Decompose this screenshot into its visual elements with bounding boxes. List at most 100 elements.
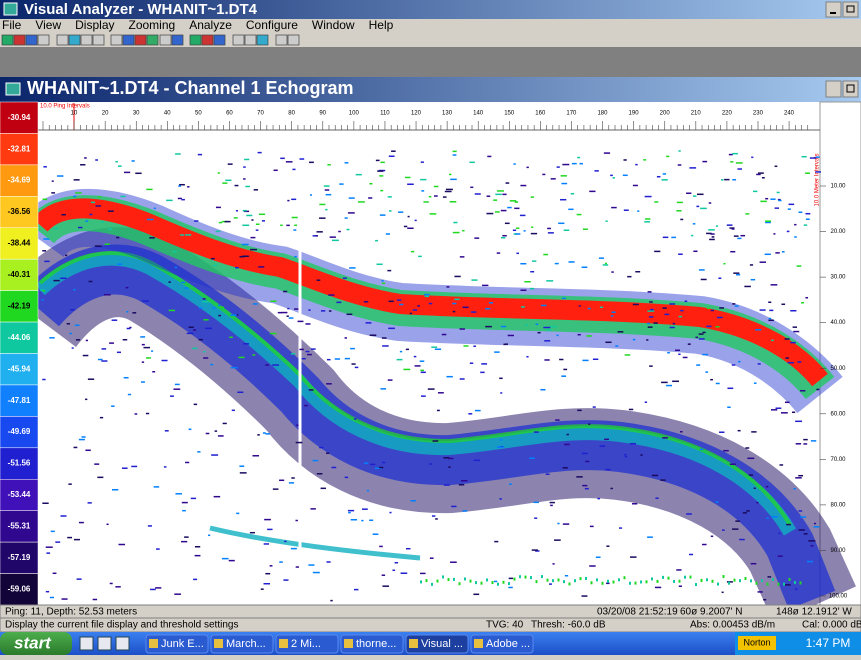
echo-speck — [129, 327, 131, 329]
echo-speck — [593, 359, 598, 361]
toolbar-button[interactable] — [276, 35, 287, 45]
echo-speck — [397, 299, 402, 301]
toolbar-button[interactable] — [147, 35, 158, 45]
echo-speck — [235, 267, 239, 269]
echo-speck — [615, 345, 618, 347]
echo-speck — [719, 307, 724, 309]
echo-speck — [132, 312, 136, 314]
echo-speck — [678, 150, 680, 152]
menu-item[interactable]: File — [2, 18, 22, 32]
toolbar-button[interactable] — [160, 35, 171, 45]
toolbar-button[interactable] — [2, 35, 13, 45]
toolbar-button[interactable] — [14, 35, 25, 45]
ping-tick-label: 100 — [349, 111, 360, 117]
child-maximize[interactable] — [843, 81, 858, 97]
echo-speck — [85, 450, 90, 452]
bottom-echo-speck — [651, 577, 653, 580]
echo-speck — [635, 271, 640, 273]
echo-speck — [222, 182, 227, 184]
bottom-echo-speck — [552, 579, 554, 582]
echo-speck — [800, 390, 805, 392]
echo-speck — [542, 174, 545, 176]
menu-item[interactable]: View — [35, 18, 61, 32]
echo-speck — [711, 536, 713, 538]
echo-speck — [388, 196, 392, 198]
menu-item[interactable]: Configure — [246, 18, 298, 32]
echo-speck — [326, 383, 332, 385]
echo-speck — [524, 230, 526, 232]
toolbar-button[interactable] — [288, 35, 299, 45]
echo-speck — [185, 234, 191, 236]
echo-speck — [494, 581, 497, 583]
quick-launch-icon[interactable] — [80, 637, 93, 650]
quick-launch-icon[interactable] — [98, 637, 111, 650]
menu-item[interactable]: Window — [312, 18, 355, 32]
toolbar-button[interactable] — [93, 35, 104, 45]
echo-speck — [814, 526, 820, 528]
depth-tick-label: 30.00 — [830, 275, 846, 281]
echo-speck — [599, 445, 605, 447]
minimize-button[interactable] — [826, 2, 841, 17]
echo-speck — [550, 502, 555, 504]
echo-speck — [585, 461, 589, 463]
clock: 1:47 PM — [806, 636, 851, 650]
toolbar-button[interactable] — [214, 35, 225, 45]
quick-launch-icon[interactable] — [116, 637, 129, 650]
echo-speck — [294, 256, 296, 258]
echo-speck — [469, 162, 474, 164]
toolbar-button[interactable] — [57, 35, 68, 45]
echo-speck — [777, 192, 780, 194]
toolbar-button[interactable] — [26, 35, 37, 45]
toolbar-button[interactable] — [190, 35, 201, 45]
echo-speck — [503, 344, 506, 346]
echo-speck — [267, 529, 272, 531]
toolbar-button[interactable] — [81, 35, 92, 45]
toolbar-button[interactable] — [38, 35, 49, 45]
echo-speck — [112, 319, 118, 321]
toolbar-button[interactable] — [111, 35, 122, 45]
toolbar-button[interactable] — [172, 35, 183, 45]
echo-speck — [795, 421, 802, 423]
echo-speck — [685, 301, 688, 303]
echo-speck — [460, 328, 465, 330]
echo-speck — [605, 263, 607, 265]
toolbar-button[interactable] — [245, 35, 256, 45]
echo-speck — [453, 311, 456, 313]
restore-button[interactable] — [843, 2, 858, 17]
echo-speck — [350, 348, 355, 350]
menu-item[interactable]: Analyze — [189, 18, 232, 32]
toolbar-button[interactable] — [69, 35, 80, 45]
echo-speck — [175, 267, 177, 269]
echo-speck — [482, 285, 488, 287]
task-label: 2 Mi... — [291, 638, 321, 650]
menu-item[interactable]: Help — [369, 18, 394, 32]
echo-speck — [424, 294, 429, 296]
echo-speck — [175, 493, 181, 495]
task-label: Visual ... — [421, 638, 463, 650]
toolbar-button[interactable] — [257, 35, 268, 45]
toolbar-button[interactable] — [202, 35, 213, 45]
menu-item[interactable]: Display — [75, 18, 114, 32]
echo-speck — [291, 353, 296, 355]
echo-speck — [42, 290, 45, 292]
echo-speck — [332, 240, 339, 242]
echo-speck — [623, 175, 628, 177]
menu-item[interactable]: Zooming — [129, 18, 176, 32]
echo-speck — [560, 199, 566, 201]
ping-tick-label: 240 — [784, 111, 795, 117]
echo-speck — [649, 365, 653, 367]
echo-speck — [345, 162, 349, 164]
echo-speck — [730, 161, 733, 163]
echo-speck — [399, 304, 403, 306]
echo-speck — [257, 434, 260, 436]
toolbar-button[interactable] — [233, 35, 244, 45]
echo-speck — [169, 310, 175, 312]
echo-speck — [544, 359, 549, 361]
child-minimize[interactable] — [826, 81, 841, 97]
echo-speck — [336, 302, 341, 304]
echo-speck — [557, 166, 560, 168]
toolbar-button[interactable] — [123, 35, 134, 45]
echo-speck — [335, 358, 340, 360]
toolbar-button[interactable] — [135, 35, 146, 45]
echo-speck — [112, 489, 118, 491]
